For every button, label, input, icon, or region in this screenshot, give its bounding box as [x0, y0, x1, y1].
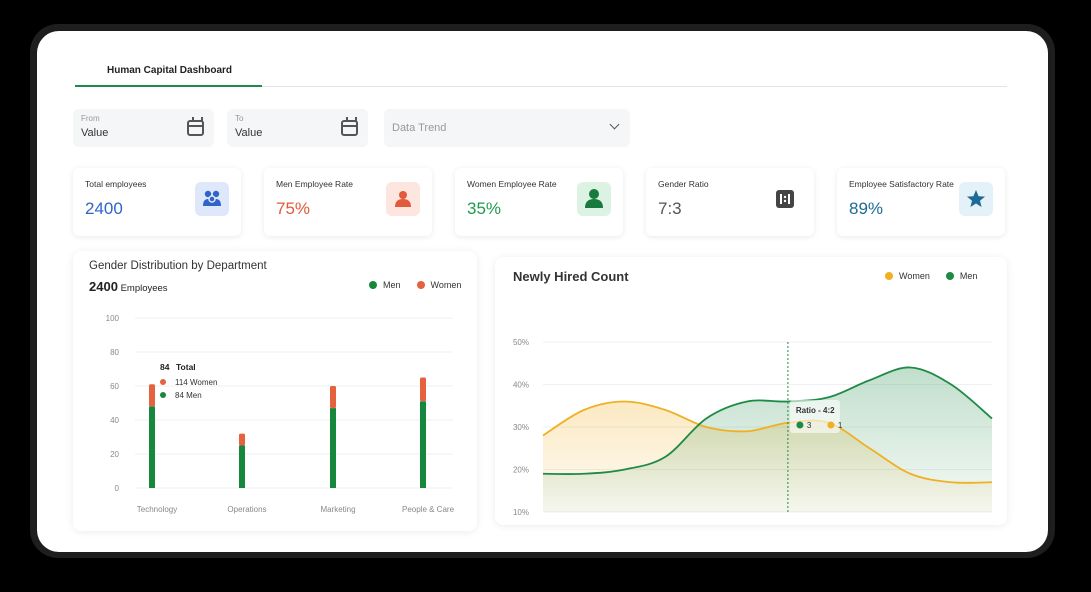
chart-legend: Women Men	[885, 271, 977, 281]
tooltip-men: 84 Men	[175, 391, 202, 400]
tooltip-women-dot	[827, 421, 835, 429]
y-tick-label: 40%	[513, 381, 529, 390]
kpi-value: 89%	[849, 199, 884, 218]
bar-women	[149, 384, 155, 407]
legend-swatch-men	[945, 272, 954, 280]
tab-human-capital-dashboard[interactable]: Human Capital Dashboard	[75, 55, 262, 87]
tab-bar: Human Capital Dashboard	[75, 55, 1007, 87]
to-label: To	[235, 114, 244, 123]
to-value: Value	[235, 127, 263, 139]
bar-men	[149, 406, 155, 488]
card-title: Newly Hired Count	[513, 269, 629, 284]
legend-men: Men	[959, 271, 978, 281]
dashboard-screen: Human Capital Dashboard From Value To Va…	[37, 31, 1048, 552]
tooltip-men-dot	[160, 392, 166, 398]
x-tick-label: Technology	[137, 505, 177, 514]
card-title: Gender Distribution by Department	[89, 260, 267, 272]
y-tick-label: 40	[110, 416, 119, 425]
gender-bar-chart: 0 20 40 60 80 100 Technology Operations Marketin…	[106, 314, 455, 514]
bar-women	[239, 433, 245, 446]
kpi-title: Gender Ratio	[658, 179, 709, 189]
employee-total: 2400 Employees	[89, 279, 168, 294]
kpi-women-employee-rate: Women Employee Rate 35%	[455, 168, 623, 236]
line-men	[542, 366, 993, 475]
data-trend-placeholder: Data Trend	[392, 122, 447, 134]
from-date-field[interactable]: From Value	[73, 109, 214, 147]
tooltip-women-value: 1	[838, 421, 843, 430]
kpi-title: Total employees	[85, 179, 147, 189]
bar-tooltip: 84 Total 114 Women 84 Men	[160, 362, 217, 400]
person-icon	[386, 182, 420, 216]
x-tick-label: People & Care	[402, 505, 455, 514]
legend-women: Women	[430, 280, 462, 290]
y-tick-label: 80	[110, 348, 119, 357]
tooltip-women-dot	[160, 379, 166, 385]
tooltip-total-label: Total	[176, 362, 196, 372]
line-women	[542, 400, 993, 484]
x-tick-label: Operations	[227, 505, 266, 514]
legend-women: Women	[899, 271, 930, 281]
group-icon	[195, 182, 229, 216]
newly-hired-card: Newly Hired Count Women Men 10% 20% 30% 40%…	[495, 257, 1007, 525]
kpi-total-employees: Total employees 2400	[73, 168, 241, 236]
y-tick-label: 20	[110, 450, 119, 459]
kpi-men-employee-rate: Men Employee Rate 75%	[264, 168, 432, 236]
legend-men: Men	[383, 280, 401, 290]
employee-total-value: 2400	[89, 279, 118, 294]
kpi-value: 2400	[85, 199, 123, 218]
y-tick-label: 50%	[513, 338, 529, 347]
employee-total-label: Employees	[120, 283, 168, 294]
tooltip-total-value: 84	[160, 362, 170, 372]
bar-men	[420, 401, 426, 488]
calendar-icon[interactable]	[187, 117, 204, 136]
from-value: Value	[81, 127, 109, 139]
data-trend-select[interactable]: Data Trend	[384, 109, 630, 147]
kpi-title: Men Employee Rate	[276, 179, 354, 189]
tooltip-ratio: Ratio - 4:2	[796, 406, 835, 415]
bar-men	[239, 445, 245, 488]
legend-swatch-women	[885, 272, 893, 280]
from-label: From	[81, 114, 100, 123]
kpi-value: 75%	[276, 199, 311, 218]
area-men	[543, 367, 992, 512]
kpi-gender-ratio: Gender Ratio 7:3	[646, 168, 814, 236]
legend-swatch-men	[369, 281, 377, 289]
kpi-value: 35%	[467, 199, 502, 218]
hired-area-chart: 10%20%30%40%50%JanFebMarAprMayJunJulAugS…	[513, 338, 993, 517]
y-tick-label: 30%	[513, 423, 529, 432]
calendar-icon[interactable]	[341, 117, 358, 136]
to-date-field[interactable]: To Value	[227, 109, 368, 147]
tooltip-women: 114 Women	[175, 378, 217, 387]
kpi-employee-satisfactory-rate: Employee Satisfactory Rate 89%	[837, 168, 1005, 236]
legend-swatch-women	[416, 281, 425, 289]
kpi-title: Women Employee Rate	[467, 179, 557, 189]
person-icon	[577, 182, 611, 216]
gender-distribution-card: Gender Distribution by Department 2400 E…	[73, 251, 477, 531]
bar-men	[330, 408, 336, 488]
x-tick-label: Marketing	[320, 505, 355, 514]
star-icon	[959, 182, 993, 216]
ratio-icon	[768, 182, 802, 216]
tooltip-men-value: 3	[807, 421, 812, 430]
y-tick-label: 0	[115, 484, 120, 493]
y-tick-label: 100	[106, 314, 120, 323]
kpi-value: 7:3	[658, 199, 682, 218]
y-tick-label: 10%	[513, 508, 529, 517]
tooltip-men-dot	[796, 421, 804, 429]
kpi-title: Employee Satisfactory Rate	[849, 179, 954, 189]
y-tick-label: 20%	[513, 466, 529, 475]
y-tick-label: 60	[110, 382, 119, 391]
chevron-down-icon	[609, 119, 620, 130]
bar-women	[330, 386, 336, 409]
bar-women	[420, 377, 426, 402]
chart-legend: Men Women	[369, 280, 461, 290]
